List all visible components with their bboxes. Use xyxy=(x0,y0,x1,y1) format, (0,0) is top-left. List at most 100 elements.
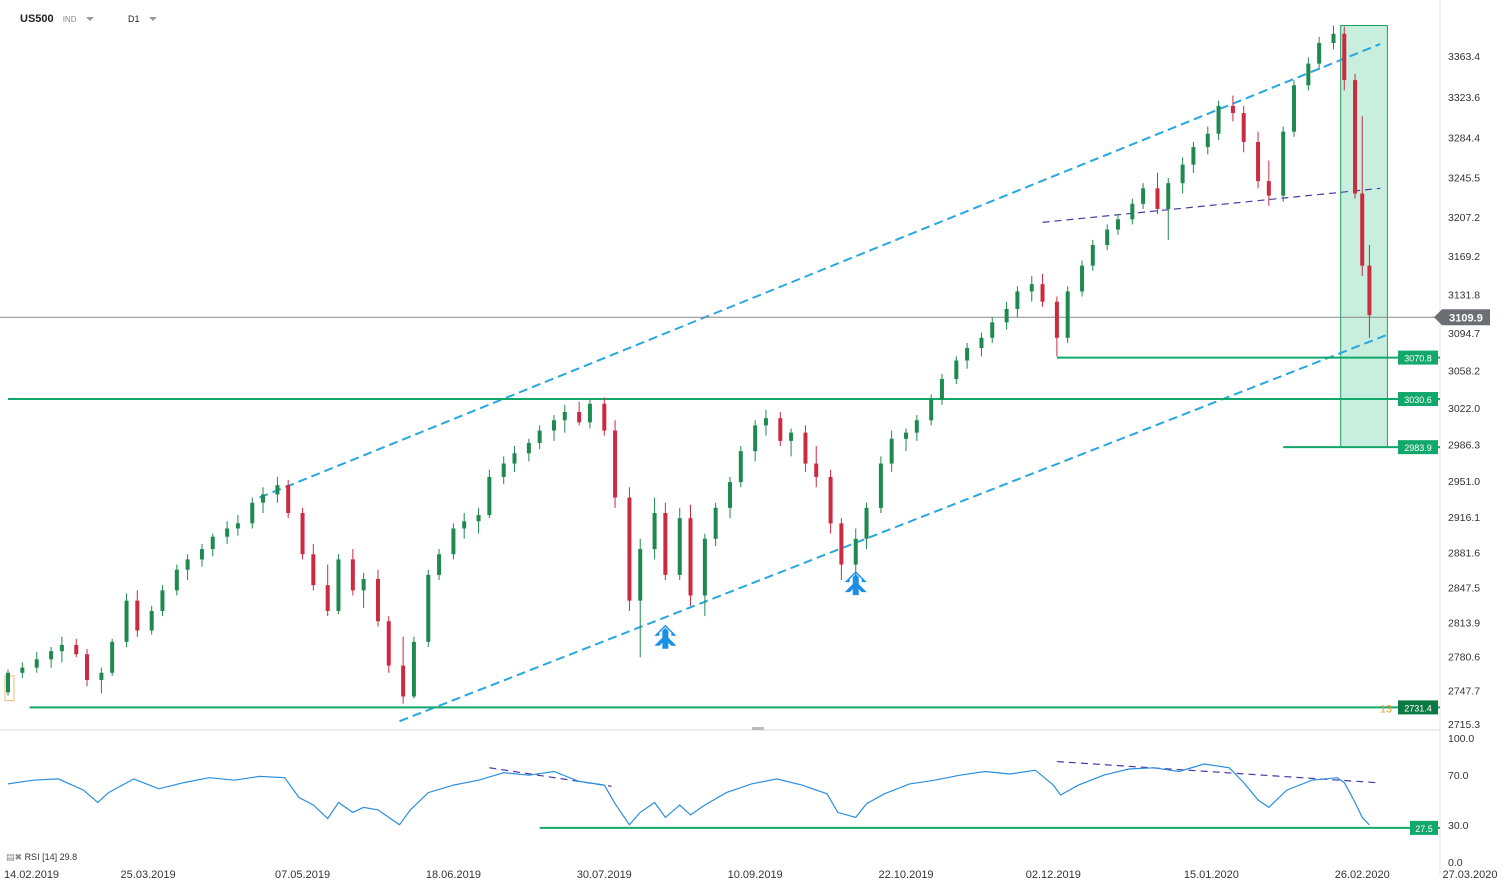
candle xyxy=(512,446,517,472)
candle xyxy=(59,636,64,663)
candle-body xyxy=(728,482,733,508)
candle xyxy=(803,425,808,472)
price-tick-label: 2747.7 xyxy=(1448,686,1480,698)
candle-body xyxy=(839,523,844,565)
candle-body xyxy=(426,574,431,642)
level-tag-text-2983.9: 2983.9 xyxy=(1404,443,1432,453)
candle xyxy=(537,425,542,450)
level-tag-text-2731.4: 2731.4 xyxy=(1404,703,1432,713)
candle-body xyxy=(537,430,542,443)
instrument-type: IND xyxy=(62,15,77,24)
candle-body xyxy=(677,518,682,575)
trendline-channel-upper xyxy=(259,43,1381,499)
candle xyxy=(85,649,90,687)
candle xyxy=(1004,301,1009,330)
candle-body xyxy=(386,621,391,666)
candle xyxy=(1216,100,1221,140)
last-price-tag xyxy=(1434,309,1490,326)
candle xyxy=(401,636,406,704)
symbol-selector[interactable]: US500 xyxy=(20,13,54,25)
candle xyxy=(789,428,794,457)
candle xyxy=(1331,25,1336,50)
candle-body xyxy=(110,641,115,673)
level-badge: 13 xyxy=(1380,703,1392,715)
candle-body xyxy=(462,521,467,529)
candle-body xyxy=(1256,141,1261,182)
candle-body xyxy=(1054,301,1059,338)
candle-body xyxy=(864,507,869,539)
candle-body xyxy=(1015,291,1020,309)
candle-body xyxy=(1105,229,1110,246)
header-caret-icon[interactable] xyxy=(85,17,94,22)
candle-body xyxy=(1004,308,1009,323)
rsi-line xyxy=(7,763,1370,826)
candle xyxy=(375,569,380,627)
candle-body xyxy=(954,360,959,380)
candle-body xyxy=(401,665,406,697)
candle xyxy=(1360,116,1365,276)
candle-body xyxy=(124,600,129,642)
candle xyxy=(965,342,970,369)
candle-body xyxy=(1281,131,1286,196)
candle-body xyxy=(6,672,10,693)
candle-body xyxy=(1317,43,1322,64)
candle xyxy=(713,502,718,546)
candle xyxy=(451,523,456,560)
candle-body xyxy=(225,528,230,537)
candle xyxy=(275,476,280,503)
rsi-header[interactable]: ▤✖ RSI [14] 29.8 xyxy=(6,852,77,863)
candle xyxy=(1065,286,1070,343)
candle xyxy=(839,518,844,581)
candle xyxy=(1054,296,1059,357)
candle xyxy=(1281,126,1286,202)
candle-body xyxy=(300,513,305,555)
candle-body xyxy=(738,451,743,483)
timeframe-selector[interactable]: D1 xyxy=(128,13,157,25)
candle xyxy=(864,502,869,550)
buy-arrow-chevron xyxy=(844,581,867,593)
candle-body xyxy=(185,559,190,570)
candle xyxy=(1191,141,1196,173)
last-price-text: 3109.9 xyxy=(1449,312,1483,324)
candle-body xyxy=(1306,63,1311,86)
candle xyxy=(261,487,266,514)
level-tag-2731.4 xyxy=(1398,700,1438,715)
candle-body xyxy=(1115,219,1120,230)
candle xyxy=(1105,224,1110,251)
price-tick-label: 2916.1 xyxy=(1448,512,1480,524)
time-tick-label: 25.03.2019 xyxy=(121,869,176,881)
candle xyxy=(778,412,783,447)
candle xyxy=(235,515,240,536)
timeframe-caret-icon[interactable] xyxy=(148,17,157,22)
candle-body xyxy=(1141,188,1146,204)
candle-body xyxy=(1205,133,1210,148)
candle xyxy=(1367,245,1372,338)
candle-body xyxy=(889,438,894,464)
candle xyxy=(20,662,25,678)
candle xyxy=(6,669,10,696)
candle xyxy=(34,652,39,673)
time-tick-label: 30.07.2019 xyxy=(577,869,632,881)
time-tick-label: 15.01.2020 xyxy=(1184,869,1239,881)
candle xyxy=(562,404,567,433)
candle-body xyxy=(778,418,783,441)
candle-body xyxy=(713,507,718,539)
candle xyxy=(1291,80,1296,137)
price-tick-label: 3094.7 xyxy=(1448,328,1480,340)
candle xyxy=(1141,183,1146,209)
candle xyxy=(914,415,919,441)
candle-body xyxy=(1166,183,1171,209)
candle-body xyxy=(375,578,380,622)
price-tick-label: 3131.8 xyxy=(1448,290,1480,302)
candle xyxy=(753,420,758,462)
candle-body xyxy=(577,412,582,423)
candle-body xyxy=(1040,284,1045,302)
candle xyxy=(74,638,79,658)
candle-body xyxy=(562,412,567,421)
candle xyxy=(426,569,431,648)
candle-body xyxy=(853,538,858,565)
rsi-label: RSI [14] xyxy=(24,852,58,862)
candle xyxy=(627,487,632,611)
